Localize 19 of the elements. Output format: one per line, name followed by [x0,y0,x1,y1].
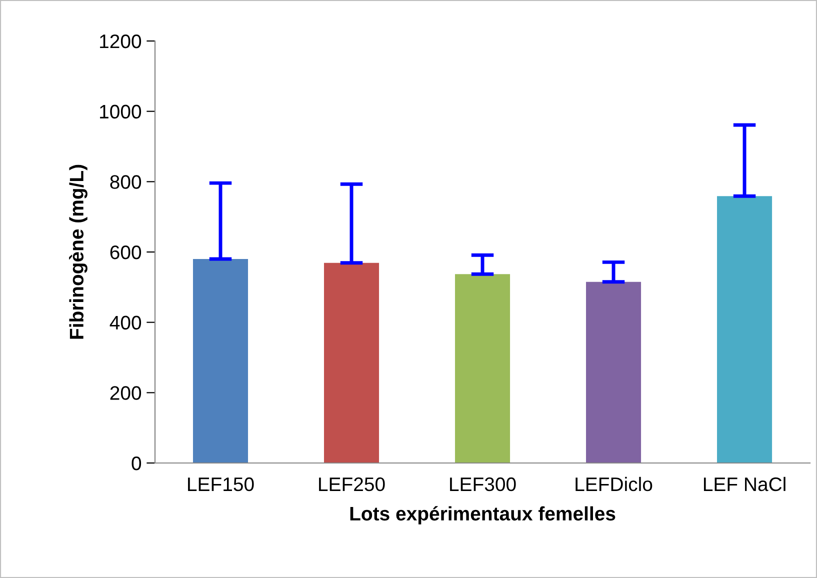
bar [324,262,380,463]
bar [717,196,772,463]
y-tick-label: 1200 [100,34,142,48]
bar [586,282,642,463]
x-tick-label: LEFDiclo [576,476,652,492]
x-tick-label: LEF250 [319,477,385,492]
y-tick-label: 0 [132,456,142,470]
x-axis-title: Lots expérimentaux femelles [350,506,616,524]
y-tick-label: 600 [110,245,142,260]
y-tick-label: 200 [110,386,142,400]
y-tick-label: 400 [110,316,142,330]
y-tick-label: 1000 [100,104,142,119]
bar [455,274,510,463]
x-tick-label: LEF300 [450,477,516,492]
bar [192,259,248,463]
y-tick-label: 800 [110,175,142,189]
x-tick-label: LEF150 [188,477,254,492]
x-tick-label: LEF NaCl [704,476,786,492]
y-axis-title: Fibrinogène (mg/L) [69,164,88,339]
